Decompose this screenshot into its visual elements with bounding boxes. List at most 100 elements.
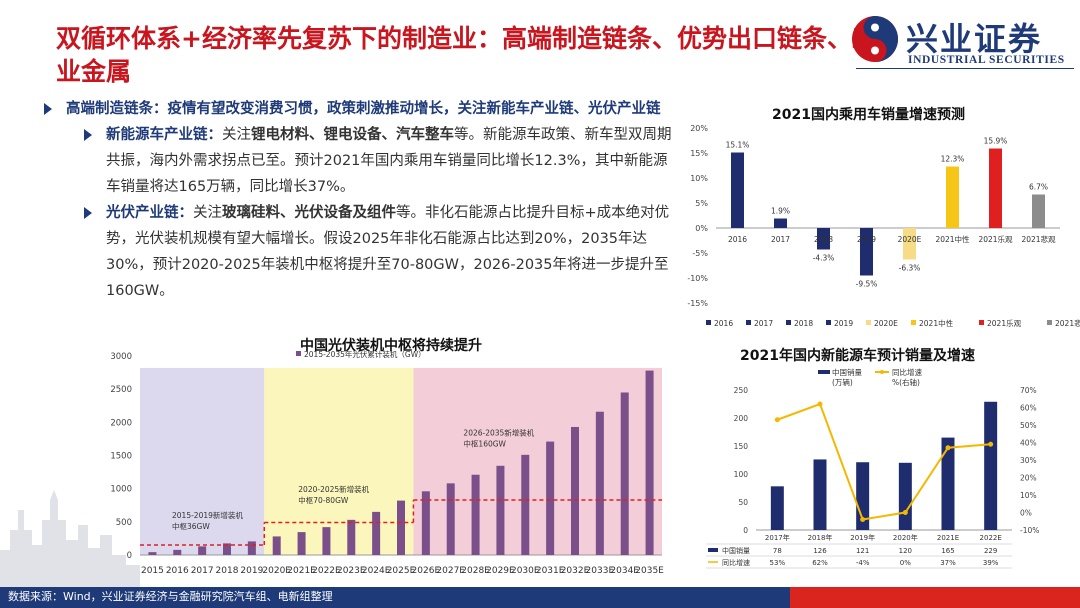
y-tick-label: 5% bbox=[695, 199, 708, 208]
bullet-triangle-icon bbox=[84, 207, 92, 219]
x-tick-label: 2018年 bbox=[808, 533, 833, 542]
y-left-tick-label: 150 bbox=[734, 442, 749, 451]
bullet-main-text: 疫情有望改变消费习惯，政策刺激推动增长，关注新能车产业链、光伏产业链 bbox=[167, 101, 661, 117]
period-band bbox=[140, 367, 265, 555]
bar bbox=[322, 527, 331, 555]
x-tick-label: 2018 bbox=[216, 566, 239, 576]
x-tick-label: 2019 bbox=[857, 235, 876, 244]
x-tick-label: 2019 bbox=[240, 566, 263, 576]
x-tick-label: 2029E bbox=[486, 566, 515, 576]
bar bbox=[347, 519, 356, 555]
bullet-nev-label: 新能源车产业链： bbox=[106, 127, 222, 143]
x-tick-label: 2026E bbox=[412, 566, 441, 576]
y-right-tick-label: 60% bbox=[1020, 404, 1037, 413]
y-right-tick-label: 20% bbox=[1020, 474, 1037, 483]
y-left-tick-label: 200 bbox=[734, 414, 749, 423]
legend-swatch bbox=[826, 320, 831, 325]
y-left-tick-label: 100 bbox=[734, 470, 749, 479]
bullet-list: 高端制造链条：疫情有望改变消费习惯，政策刺激推动增长，关注新能车产业链、光伏产业… bbox=[40, 96, 680, 304]
x-tick-label: 2035E bbox=[635, 566, 664, 576]
growth-point bbox=[988, 441, 994, 447]
x-tick-label: 2022E bbox=[312, 566, 341, 576]
x-tick-label: 2020E bbox=[898, 235, 922, 244]
growth-point bbox=[945, 445, 951, 451]
chart-pv-capacity: 0 500 1000 1500 2000 2500 3000 2015 2016 2017 2018… bbox=[110, 350, 664, 576]
x-tick-label: 2023E bbox=[337, 566, 366, 576]
y-tick-label: -10% bbox=[687, 274, 708, 283]
bar bbox=[148, 552, 157, 555]
legend-swatch bbox=[866, 320, 871, 325]
bar bbox=[1032, 194, 1045, 228]
y-left-tick-label: 50 bbox=[738, 498, 748, 507]
bullet-nev-chain: 新能源车产业链：关注锂电材料、锂电设备、汽车整车等。新能源车政策、新车型双周期共… bbox=[40, 122, 680, 200]
data-label: -6.3% bbox=[899, 264, 921, 273]
legend-label: 中国销量(万辆) bbox=[832, 367, 862, 387]
y-tick-label: 1000 bbox=[110, 485, 132, 495]
x-tick-label: 2034E bbox=[610, 566, 639, 576]
x-tick-label: 2017 bbox=[191, 566, 214, 576]
y-tick-label: -5% bbox=[692, 249, 708, 258]
bar bbox=[941, 437, 955, 530]
x-tick-label: 2025E bbox=[387, 566, 416, 576]
legend-marker bbox=[880, 370, 884, 374]
table-cell: 126 bbox=[813, 547, 827, 555]
bar bbox=[446, 483, 455, 555]
y-right-tick-label: 10% bbox=[1020, 491, 1037, 500]
data-label: 15.9% bbox=[984, 137, 1008, 146]
period-annotation: 2015-2019新增装机中枢36GW bbox=[172, 510, 243, 531]
y-left-tick-label: 0 bbox=[743, 526, 748, 535]
bar bbox=[860, 228, 873, 276]
x-tick-label: 2021悲观 bbox=[1021, 234, 1056, 244]
period-band bbox=[413, 367, 662, 555]
bullet-pv-bold: 玻璃硅料、光伏设备及组件 bbox=[222, 205, 396, 221]
bar bbox=[198, 546, 207, 555]
bullet-nev-pre: 关注 bbox=[222, 127, 251, 143]
x-tick-label: 2024E bbox=[362, 566, 391, 576]
legend-swatch bbox=[746, 320, 751, 325]
bar bbox=[984, 401, 998, 530]
x-tick-label: 2019年 bbox=[850, 533, 875, 542]
y-tick-label: 2500 bbox=[110, 385, 132, 395]
table-swatch bbox=[708, 548, 718, 552]
x-tick-label: 2021中性 bbox=[935, 234, 970, 244]
y-left-tick-label: 250 bbox=[734, 386, 749, 395]
x-tick-label: 2030E bbox=[511, 566, 540, 576]
bar bbox=[731, 152, 744, 228]
bar bbox=[817, 228, 830, 250]
period-band bbox=[264, 367, 414, 555]
chart-car-growth-title: 2021国内乘用车销量增速预测 bbox=[772, 107, 965, 123]
x-tick-label: 2020年 bbox=[893, 533, 918, 542]
period-annotation: 2020-2025新增装机中枢70-80GW bbox=[298, 484, 369, 505]
bar bbox=[247, 541, 256, 555]
legend-label: 2021乐观 bbox=[987, 318, 1022, 328]
y-right-tick-label: 30% bbox=[1020, 456, 1037, 465]
bar bbox=[223, 543, 231, 555]
data-label: -9.5% bbox=[856, 280, 878, 289]
legend-swatch bbox=[786, 320, 791, 325]
y-right-tick-label: -10% bbox=[1020, 526, 1039, 535]
bullet-pv-label: 光伏产业链： bbox=[106, 205, 193, 221]
bar bbox=[620, 392, 629, 555]
legend-label: 同比增速%(右轴) bbox=[892, 367, 922, 387]
x-tick-label: 2032E bbox=[561, 566, 590, 576]
table-cell: 37% bbox=[940, 559, 956, 567]
bar bbox=[989, 148, 1002, 228]
bar bbox=[372, 511, 381, 555]
bar bbox=[946, 166, 959, 228]
x-tick-label: 2020E bbox=[262, 566, 291, 576]
bar bbox=[645, 370, 654, 555]
bar bbox=[471, 474, 480, 555]
legend-swatch bbox=[706, 320, 711, 325]
y-tick-label: 20% bbox=[690, 124, 708, 133]
bar bbox=[813, 459, 827, 530]
x-tick-label: 2017年 bbox=[765, 533, 790, 542]
table-cell: 39% bbox=[983, 559, 999, 567]
bullet-pv-pre: 关注 bbox=[193, 205, 222, 221]
table-cell: 120 bbox=[899, 547, 912, 555]
x-tick-label: 2021乐观 bbox=[978, 234, 1013, 244]
y-right-tick-label: 50% bbox=[1020, 421, 1037, 430]
table-row-label: 同比增速 bbox=[722, 558, 750, 567]
period-annotation: 2026-2035新增装机中枢160GW bbox=[463, 428, 534, 449]
company-logo: 兴业证券 INDUSTRIAL SECURITIES bbox=[850, 12, 1075, 70]
legend-label: 2021悲观 bbox=[1055, 318, 1080, 328]
